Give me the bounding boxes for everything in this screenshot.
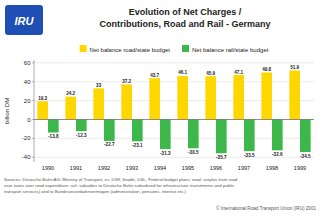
data-label: -12.3 [76, 133, 87, 138]
legend-item: Net balance rail/state budget [182, 45, 269, 53]
data-label: -33.5 [244, 153, 255, 158]
bar [121, 84, 132, 119]
bar [216, 120, 227, 154]
grid-line [34, 157, 314, 158]
x-tick-label: 1999 [294, 165, 306, 171]
bar [160, 120, 171, 150]
bar [188, 120, 199, 149]
bar [48, 120, 59, 133]
grid-line [34, 119, 314, 120]
bars [37, 70, 310, 153]
data-label: -13.8 [48, 134, 59, 139]
data-label: 37.2 [122, 79, 131, 84]
grid-line [34, 62, 314, 63]
data-label: 24.2 [66, 91, 75, 96]
footer-text: © International Road Transport Union (IR… [216, 205, 316, 211]
bar [300, 120, 311, 153]
y-tick-label: -20 [22, 135, 31, 141]
data-label: 43.7 [150, 73, 159, 78]
bar [205, 76, 216, 119]
data-label: 33 [96, 83, 102, 88]
bar [261, 72, 272, 119]
data-labels: 19.3 24.2 33 37.2 43.7 46.1 45.9 47.1 49.8 51.9 -1… [38, 65, 311, 160]
bar [76, 120, 87, 132]
data-label: 49.8 [262, 67, 271, 72]
legend-item: Net balance road/state budget [80, 45, 171, 53]
x-tick-label: 1998 [266, 165, 278, 171]
bar [244, 120, 255, 152]
x-tick-label: 1997 [238, 165, 250, 171]
logo-box [5, 5, 43, 35]
bar [37, 101, 48, 119]
data-label: -23.1 [132, 143, 143, 148]
data-label: 51.9 [290, 65, 299, 70]
x-tick-label: 1992 [98, 165, 110, 171]
x-tick-label: 1990 [42, 165, 54, 171]
data-label: -32.6 [272, 152, 283, 157]
bar [177, 76, 188, 120]
bar [272, 120, 283, 151]
title-line: Contributions, Road and Rail - Germany [99, 19, 270, 29]
x-tick-label: 1993 [126, 165, 138, 171]
title-line: Evolution of Net Charges / [129, 7, 242, 17]
y-tick-label: -40 [22, 154, 31, 160]
bar [93, 88, 104, 119]
bar [233, 75, 244, 119]
x-tick-label: 1996 [210, 165, 222, 171]
y-tick-label: 40 [24, 79, 31, 85]
source-line: Sources: Deutsche Bahn AG, Ministry of T… [4, 177, 238, 182]
data-label: -22.7 [104, 142, 115, 147]
bar [149, 78, 160, 119]
data-label: 45.9 [206, 71, 215, 76]
bar [104, 120, 115, 141]
bar [289, 70, 300, 119]
y-tick-label: 20 [24, 98, 31, 104]
source-line: user taxes over road expenditure; rail: … [4, 183, 235, 188]
y-tick-label: 0 [27, 117, 31, 123]
y-tick-label: 60 [24, 60, 31, 66]
zero-line [34, 119, 314, 120]
data-label: -35.7 [216, 155, 227, 160]
bar [65, 97, 76, 120]
y-label: billion DM [4, 98, 10, 124]
x-tick-label: 1995 [182, 165, 194, 171]
x-tick-label: 1994 [154, 165, 166, 171]
x-tick-label: 1991 [70, 165, 82, 171]
legend-swatch [182, 45, 189, 52]
data-label: -30.5 [188, 150, 199, 155]
data-label: 46.1 [178, 70, 187, 75]
bar [132, 120, 143, 142]
source-line: transport services) and to Bundeseisenba… [4, 189, 187, 194]
legend-swatch [80, 45, 87, 52]
legend: Net balance road/state budget Net balance… [80, 45, 269, 53]
data-label: -31.3 [160, 151, 171, 156]
data-label: 47.1 [234, 70, 243, 75]
title: Evolution of Net Charges / Contributions,… [99, 7, 270, 29]
legend-label: Net balance road/state budget [90, 47, 171, 53]
data-label: -34.5 [300, 154, 311, 159]
legend-label: Net balance rail/state budget [192, 47, 269, 53]
source-text: Sources: Deutsche Bahn AG, Ministry of T… [4, 177, 238, 194]
logo-text: IRU [15, 15, 35, 27]
data-label: 19.3 [38, 96, 47, 101]
y-axis-line [34, 60, 35, 162]
chart: IRU Evolution of Net Charges / Contributio… [0, 0, 320, 221]
